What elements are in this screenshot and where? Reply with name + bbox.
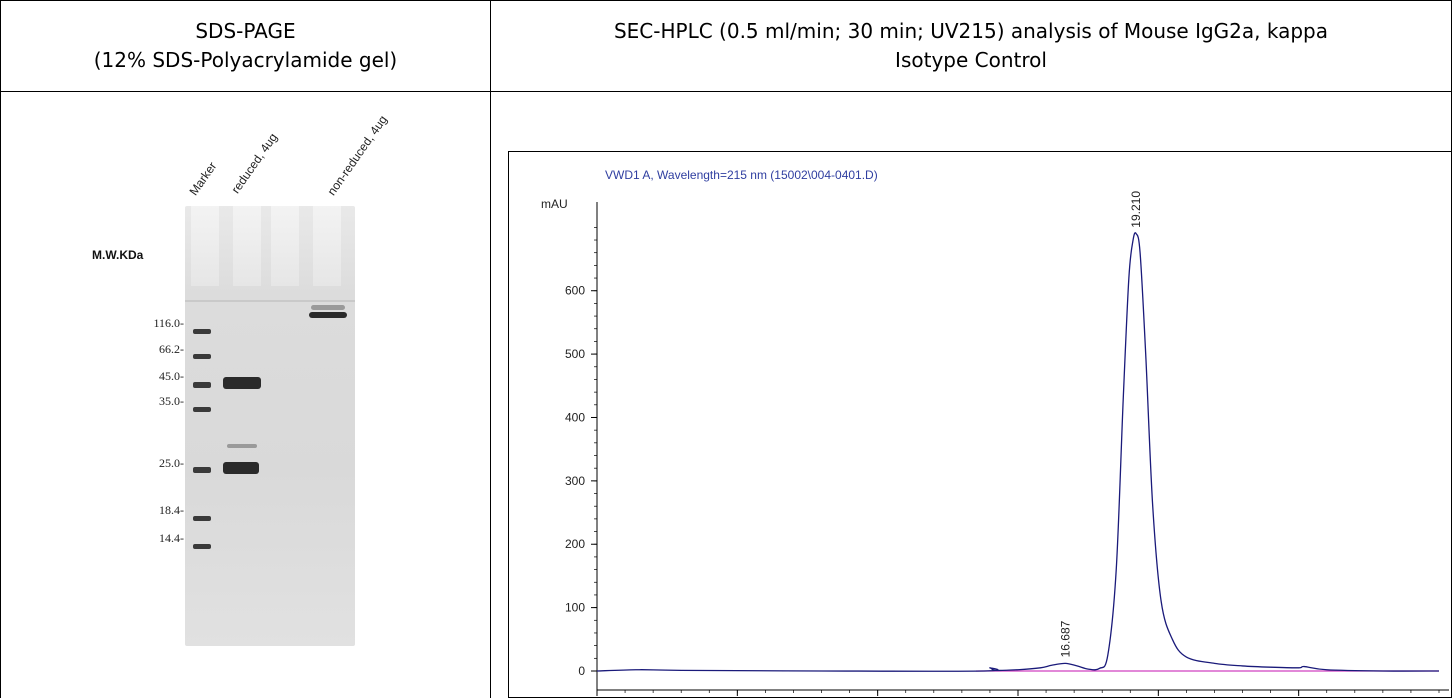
- marker-band: [193, 382, 211, 388]
- table-border-top: [0, 0, 1452, 1]
- table-border-header-bottom: [0, 91, 1452, 92]
- marker-band: [193, 329, 211, 334]
- marker-band: [193, 407, 211, 412]
- gel-stacking-line: [185, 300, 355, 302]
- reduced-light-chain-band: [223, 462, 259, 474]
- y-tick-label: 100: [565, 601, 585, 615]
- mw-marker-label: 116.0-: [153, 316, 184, 330]
- sec-hplc-header-line2: Isotype Control: [895, 48, 1047, 72]
- sec-hplc-chromatogram: VWD1 A, Wavelength=215 nm (15002\004-040…: [508, 151, 1452, 698]
- gel-well: [313, 206, 341, 286]
- gel-well: [191, 206, 219, 286]
- chromatogram-trace: [596, 232, 1440, 672]
- marker-band: [193, 354, 211, 359]
- sec-hplc-header-line1: SEC-HPLC (0.5 ml/min; 30 min; UV215) ana…: [613, 19, 1329, 43]
- peak-label: 16.687: [1058, 620, 1072, 657]
- non-reduced-upper-band: [311, 305, 345, 310]
- gel-image: [185, 206, 355, 646]
- sds-page-header-line1: SDS-PAGE: [195, 19, 296, 43]
- chart-title: VWD1 A, Wavelength=215 nm (15002\004-040…: [605, 168, 878, 182]
- mw-kda-title: M.W.KDa: [92, 248, 144, 262]
- mw-marker-label: 45.0-: [159, 369, 184, 383]
- chart-plot: 0100200300400500600mAU0510152025min16.68…: [541, 191, 1449, 696]
- marker-band: [193, 467, 211, 473]
- sds-page-gel-panel: Marker reduced, 4ug non-reduced, 4ug M.W…: [0, 92, 490, 698]
- table-border-middle: [490, 0, 491, 698]
- reduced-heavy-chain-band: [223, 377, 261, 389]
- non-reduced-band: [309, 312, 347, 318]
- marker-band: [193, 516, 211, 521]
- sds-page-header-line2: (12% SDS-Polyacrylamide gel): [93, 48, 398, 72]
- marker-band: [193, 544, 211, 549]
- y-tick-label: 400: [565, 410, 585, 424]
- mw-marker-label: 35.0-: [159, 394, 184, 408]
- y-axis-label: mAU: [541, 197, 568, 211]
- gel-well: [271, 206, 299, 286]
- lane-label-marker: Marker: [186, 159, 220, 198]
- y-tick-label: 300: [565, 474, 585, 488]
- table-border-left: [0, 0, 1, 698]
- mw-marker-label: 14.4-: [159, 531, 184, 545]
- y-tick-label: 600: [565, 284, 585, 298]
- lane-label-reduced: reduced, 4ug: [228, 130, 281, 196]
- gel-well: [233, 206, 261, 286]
- mw-marker-label: 66.2-: [159, 342, 184, 356]
- peak-label: 19.210: [1129, 191, 1143, 228]
- mw-marker-label: 25.0-: [159, 456, 184, 470]
- y-tick-label: 500: [565, 347, 585, 361]
- sec-hplc-header: SEC-HPLC (0.5 ml/min; 30 min; UV215) ana…: [491, 17, 1451, 75]
- y-tick-label: 0: [578, 664, 585, 678]
- mw-marker-label: 18.4-: [159, 503, 184, 517]
- lane-label-non-reduced: non-reduced, 4ug: [324, 112, 390, 198]
- reduced-faint-band: [227, 444, 257, 448]
- sds-page-header: SDS-PAGE (12% SDS-Polyacrylamide gel): [1, 17, 490, 75]
- y-tick-label: 200: [565, 537, 585, 551]
